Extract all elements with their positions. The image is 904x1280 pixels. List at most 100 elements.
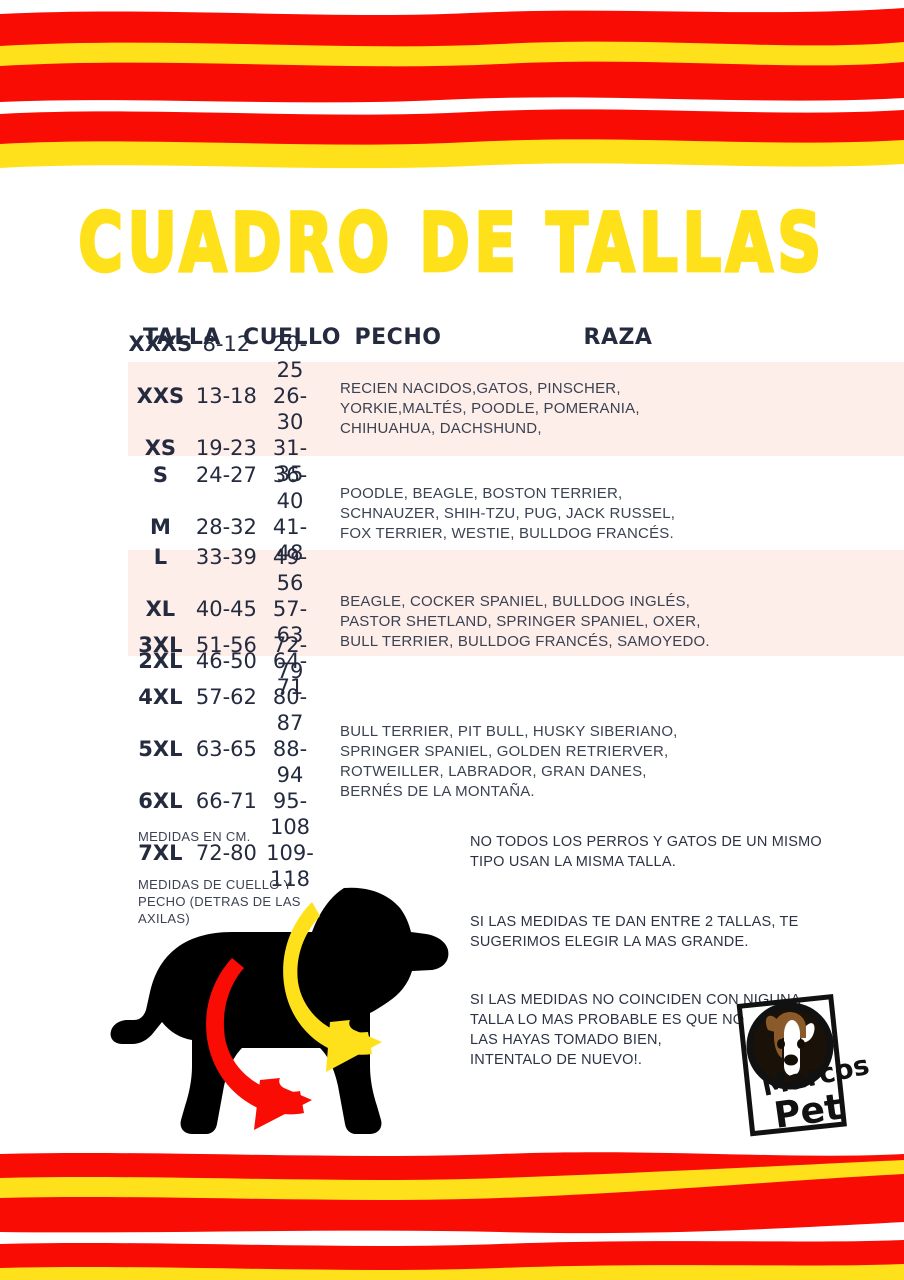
table-header-row: TALLA CUELLO PECHO RAZA — [0, 318, 904, 350]
stripe-red-2 — [0, 61, 904, 103]
size-group: L 33-39 49-56 XL 40-45 57-63 2XL 46-50 6… — [0, 545, 904, 699]
cell-pecho: 80-87 — [272, 685, 308, 735]
table-row: 5XL 63-65 88-94 — [128, 736, 320, 788]
cell-cuello: 46-50 — [195, 649, 257, 673]
size-group: S 24-27 36-40 M 28-32 41-48 POODLE, BEAG… — [0, 463, 904, 565]
cell-talla: 6XL — [138, 789, 183, 813]
dog-face-icon — [765, 1012, 815, 1076]
cell-talla: XXXS — [128, 332, 193, 356]
table-row: 7XL 72-80 109-118 — [128, 840, 320, 892]
table-row: M 28-32 41-48 — [128, 514, 320, 566]
stripe-red-1 — [0, 8, 904, 52]
note-line: TIPO USAN LA MISMA TALLA. — [470, 854, 676, 870]
note-line: LAS HAYAS TOMADO BIEN, — [470, 1032, 662, 1048]
cell-talla: 5XL — [138, 737, 183, 761]
cell-cuello: 13-18 — [195, 384, 257, 408]
top-decorative-stripes — [0, 0, 904, 180]
cell-raza: POODLE, BEAGLE, BOSTON TERRIER, SCHNAUZE… — [320, 484, 904, 544]
table-row: L 33-39 49-56 — [128, 544, 320, 596]
stripe-red-5 — [0, 1174, 904, 1234]
raza-line: SCHNAUZER, SHIH-TZU, PUG, JACK RUSSEL, — [340, 505, 676, 522]
row-band-3 — [128, 550, 904, 656]
raza-line: BERNÉS DE LA MONTAÑA. — [340, 783, 535, 800]
table-row: XXS 13-18 26-30 — [128, 383, 320, 435]
table-row: XS 19-23 31-35 — [128, 435, 320, 487]
header-cuello: CUELLO — [243, 325, 341, 350]
note-line: NO TODOS LOS PERROS Y GATOS DE UN MISMO — [470, 834, 822, 850]
note-units: MEDIDAS EN CM. — [138, 829, 251, 844]
cell-talla: 7XL — [138, 841, 183, 865]
raza-line: CHIHUAHUA, DACHSHUND, — [340, 420, 542, 437]
cell-cuello: 24-27 — [195, 463, 257, 487]
table-row: XXXS 8-12 20-25 — [128, 331, 320, 383]
page-title: CUADRO DE TALLAS — [77, 194, 826, 292]
cell-talla: 3XL — [138, 633, 183, 657]
raza-line: BULL TERRIER, PIT BULL, HUSKY SIBERIANO, — [340, 723, 678, 740]
cell-raza: BULL TERRIER, PIT BULL, HUSKY SIBERIANO,… — [320, 722, 904, 802]
cell-cuello: 28-32 — [195, 515, 257, 539]
note-line: SI LAS MEDIDAS NO COINCIDEN CON NIGUNA — [470, 992, 801, 1008]
cell-talla: 4XL — [138, 685, 183, 709]
table-row: 6XL 66-71 95-108 — [128, 788, 320, 840]
size-group: XXXS 8-12 20-25 XXS 13-18 26-30 XS 19-23… — [0, 332, 904, 486]
table-row: 4XL 57-62 80-87 — [128, 684, 320, 736]
raza-line: ROTWEILLER, LABRADOR, GRAN DANES, — [340, 763, 647, 780]
raza-line: BEAGLE, COCKER SPANIEL, BULLDOG INGLÉS, — [340, 593, 691, 610]
table-row: XL 40-45 57-63 — [128, 596, 320, 648]
size-rows: 3XL 51-56 72-79 4XL 57-62 80-87 5XL 63-6… — [0, 632, 320, 892]
raza-line: SPRINGER SPANIEL, GOLDEN RETRIERVER, — [340, 743, 669, 760]
note-line: PECHO (DETRAS DE LAS — [138, 894, 301, 909]
raza-line: YORKIE,MALTÉS, POODLE, POMERANIA, — [340, 400, 640, 417]
cell-pecho: 36-40 — [272, 463, 308, 513]
cell-cuello: 51-56 — [195, 633, 257, 657]
raza-line: FOX TERRIER, WESTIE, BULLDOG FRANCÉS. — [340, 525, 674, 542]
cell-talla: L — [153, 545, 168, 569]
cell-pecho: 88-94 — [272, 737, 308, 787]
cell-cuello: 8-12 — [202, 332, 251, 356]
stripe-red-6 — [0, 1240, 904, 1280]
raza-line: PASTOR SHETLAND, SPRINGER SPANIEL, OXER, — [340, 613, 701, 630]
cell-talla: M — [149, 515, 171, 539]
logo-text-pet: Pet — [772, 1087, 845, 1137]
stripe-yellow-3 — [0, 1160, 904, 1206]
note-line: SUGERIMOS ELEGIR LA MAS GRANDE. — [470, 934, 749, 950]
cell-pecho: 109-118 — [266, 841, 314, 891]
header-raza: RAZA — [583, 325, 653, 350]
cell-pecho: 72-79 — [272, 633, 308, 683]
dog-measurement-diagram — [82, 880, 462, 1165]
cell-raza: RECIEN NACIDOS,GATOS, PINSCHER, YORKIE,M… — [320, 379, 904, 439]
cell-pecho: 49-56 — [272, 545, 308, 595]
raza-line: POODLE, BEAGLE, BOSTON TERRIER, — [340, 485, 623, 502]
cell-pecho: 64-71 — [272, 649, 308, 699]
raza-line: RECIEN NACIDOS,GATOS, PINSCHER, — [340, 380, 621, 397]
neck-measure-arrow — [283, 902, 382, 1072]
cell-talla: S — [152, 463, 168, 487]
raza-line: BULL TERRIER, BULLDOG FRANCÉS, SAMOYEDO. — [340, 633, 710, 650]
cell-cuello: 72-80 — [195, 841, 257, 865]
size-rows: L 33-39 49-56 XL 40-45 57-63 2XL 46-50 6… — [0, 544, 320, 700]
cell-pecho: 57-63 — [272, 597, 308, 647]
note-measure-instructions: MEDIDAS DE CUELLO Y PECHO (DETRAS DE LAS… — [138, 876, 348, 927]
cell-pecho: 41-48 — [272, 515, 308, 565]
header-talla: TALLA — [143, 325, 221, 350]
cell-pecho: 31-35 — [272, 436, 308, 486]
header-pecho: PECHO — [354, 325, 442, 350]
note-line: TALLA LO MAS PROBABLE ES QUE NO — [470, 1012, 745, 1028]
cell-pecho: 95-108 — [269, 789, 311, 839]
note-line: MEDIDAS DE CUELLO Y — [138, 877, 293, 892]
cell-pecho: 26-30 — [272, 384, 308, 434]
cell-cuello: 66-71 — [195, 789, 257, 813]
stripe-yellow-4 — [0, 1264, 904, 1280]
row-band-1 — [128, 362, 904, 456]
cell-talla: XXS — [136, 384, 185, 408]
logo-photo-circle — [746, 1002, 834, 1090]
note-line: SI LAS MEDIDAS TE DAN ENTRE 2 TALLAS, TE — [470, 914, 799, 930]
table-row: 3XL 51-56 72-79 — [128, 632, 320, 684]
table-row: S 24-27 36-40 — [128, 462, 320, 514]
cell-talla: XL — [145, 597, 176, 621]
stripe-yellow-1 — [0, 41, 904, 73]
cell-talla: XS — [144, 436, 177, 460]
cell-pecho: 20-25 — [272, 332, 308, 382]
cell-cuello: 57-62 — [195, 685, 257, 709]
cell-cuello: 63-65 — [195, 737, 257, 761]
